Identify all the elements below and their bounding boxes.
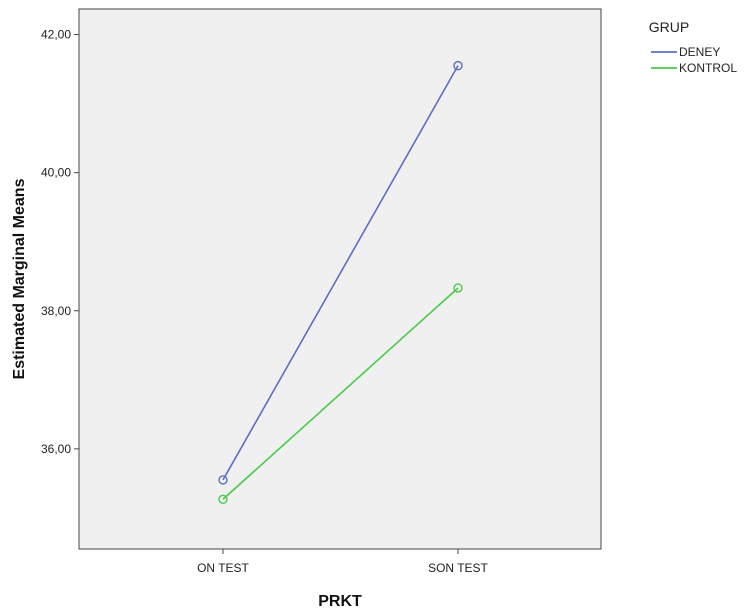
y-axis-title: Estimated Marginal Means (11, 178, 28, 379)
x-axis-title: PRKT (318, 593, 362, 610)
legend-label-kontrol: KONTROL (679, 61, 737, 75)
series-line-deney (222, 65, 459, 481)
x-axis-ticks: ON TEST SON TEST (197, 549, 489, 575)
data-point-kontrol (453, 283, 463, 293)
legend-title: GRUP (649, 19, 689, 35)
series-layer (218, 60, 463, 504)
y-tick-label: 40,00 (41, 166, 71, 180)
legend-label-deney: DENEY (679, 45, 720, 59)
y-axis-ticks: 36,00 38,00 40,00 42,00 (41, 28, 79, 456)
y-tick-label: 36,00 (41, 442, 71, 456)
data-point-deney (453, 60, 463, 71)
series-line-kontrol (222, 287, 459, 500)
data-point-kontrol (218, 494, 228, 504)
data-point-deney (218, 475, 228, 485)
x-tick-label: ON TEST (197, 561, 249, 575)
legend: GRUP DENEY KONTROL (649, 19, 738, 75)
plot-area (78, 8, 602, 550)
x-tick-label: SON TEST (428, 561, 488, 575)
y-tick-label: 38,00 (41, 304, 71, 318)
y-tick-label: 42,00 (41, 28, 71, 42)
